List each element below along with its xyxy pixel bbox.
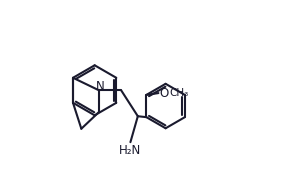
- Text: H₂N: H₂N: [119, 144, 142, 157]
- Text: O: O: [159, 86, 169, 100]
- Text: CH₃: CH₃: [169, 88, 188, 98]
- Text: N: N: [95, 80, 104, 93]
